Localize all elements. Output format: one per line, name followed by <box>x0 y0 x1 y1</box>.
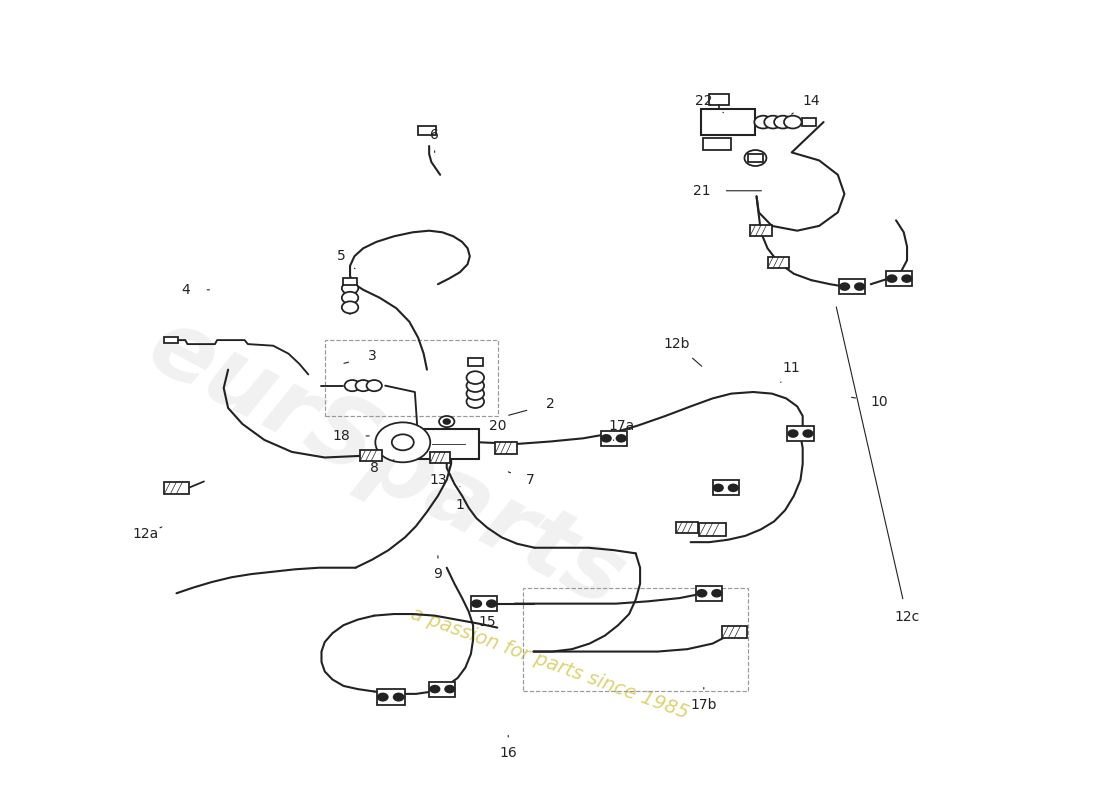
Text: 6: 6 <box>430 128 439 142</box>
Text: 11: 11 <box>783 361 801 375</box>
Text: 17a: 17a <box>608 418 635 433</box>
Text: 20: 20 <box>488 418 506 433</box>
Circle shape <box>466 379 484 392</box>
Text: a passion for parts since 1985: a passion for parts since 1985 <box>408 604 692 723</box>
Circle shape <box>714 485 723 491</box>
Text: 13: 13 <box>429 473 447 487</box>
Text: 7: 7 <box>526 473 535 487</box>
Circle shape <box>472 600 482 607</box>
Circle shape <box>344 380 360 391</box>
Circle shape <box>764 116 782 129</box>
Bar <box>495 442 517 454</box>
Bar <box>164 337 177 343</box>
Bar <box>601 431 627 446</box>
Bar <box>887 271 912 286</box>
Text: 10: 10 <box>871 395 889 410</box>
Circle shape <box>803 430 813 437</box>
Text: 1: 1 <box>455 498 464 513</box>
Bar <box>471 596 497 611</box>
Bar <box>418 126 436 134</box>
Circle shape <box>487 600 496 607</box>
Circle shape <box>616 435 626 442</box>
Bar <box>324 340 498 416</box>
Text: 14: 14 <box>803 94 821 107</box>
Circle shape <box>888 275 896 282</box>
Circle shape <box>774 116 792 129</box>
Text: 3: 3 <box>367 349 376 363</box>
Bar <box>522 588 748 691</box>
Circle shape <box>392 434 414 450</box>
Bar <box>788 426 814 441</box>
Circle shape <box>466 371 484 384</box>
Text: eurSparts: eurSparts <box>132 300 639 628</box>
Circle shape <box>855 283 865 290</box>
Text: 22: 22 <box>695 94 713 107</box>
Text: 12a: 12a <box>133 527 158 541</box>
Bar <box>700 523 726 536</box>
Bar <box>468 358 483 366</box>
Circle shape <box>784 116 802 129</box>
Circle shape <box>789 430 797 437</box>
Text: 4: 4 <box>180 282 189 297</box>
Circle shape <box>394 694 404 701</box>
Circle shape <box>466 387 484 400</box>
Text: 12b: 12b <box>663 337 690 351</box>
Circle shape <box>712 590 722 597</box>
Bar <box>696 586 723 601</box>
Text: 2: 2 <box>546 397 554 411</box>
Bar <box>768 257 790 268</box>
Circle shape <box>697 590 706 597</box>
Circle shape <box>342 302 359 314</box>
Circle shape <box>439 416 454 427</box>
Bar <box>701 110 756 135</box>
Circle shape <box>377 694 387 701</box>
Bar <box>723 626 747 638</box>
Bar <box>703 138 730 150</box>
Bar <box>748 154 762 162</box>
Text: 16: 16 <box>499 746 517 760</box>
Circle shape <box>430 686 440 693</box>
Text: 9: 9 <box>433 567 442 581</box>
Circle shape <box>602 435 610 442</box>
Circle shape <box>728 485 738 491</box>
Bar <box>713 480 739 495</box>
Bar <box>710 94 729 106</box>
Text: 5: 5 <box>337 250 345 263</box>
Bar <box>676 522 698 534</box>
Circle shape <box>745 150 767 166</box>
Bar <box>377 689 405 705</box>
Circle shape <box>342 292 359 304</box>
Circle shape <box>342 282 359 294</box>
Text: 21: 21 <box>693 184 711 198</box>
Text: 17b: 17b <box>691 698 717 712</box>
Bar <box>430 452 450 463</box>
Bar <box>839 279 866 294</box>
Text: 15: 15 <box>478 615 496 629</box>
Circle shape <box>443 419 450 424</box>
Circle shape <box>375 422 430 462</box>
Bar <box>802 118 816 126</box>
Circle shape <box>840 283 849 290</box>
Circle shape <box>755 116 772 129</box>
Circle shape <box>446 686 454 693</box>
Circle shape <box>366 380 382 391</box>
Circle shape <box>466 395 484 408</box>
Bar <box>164 482 188 494</box>
Text: 18: 18 <box>332 429 350 443</box>
Bar <box>750 225 772 236</box>
Circle shape <box>355 380 371 391</box>
Circle shape <box>902 275 912 282</box>
Text: 8: 8 <box>370 461 378 475</box>
Bar <box>343 278 358 286</box>
Bar <box>360 450 382 462</box>
Bar <box>429 682 455 697</box>
Text: 12c: 12c <box>894 610 920 624</box>
Bar <box>419 429 480 459</box>
